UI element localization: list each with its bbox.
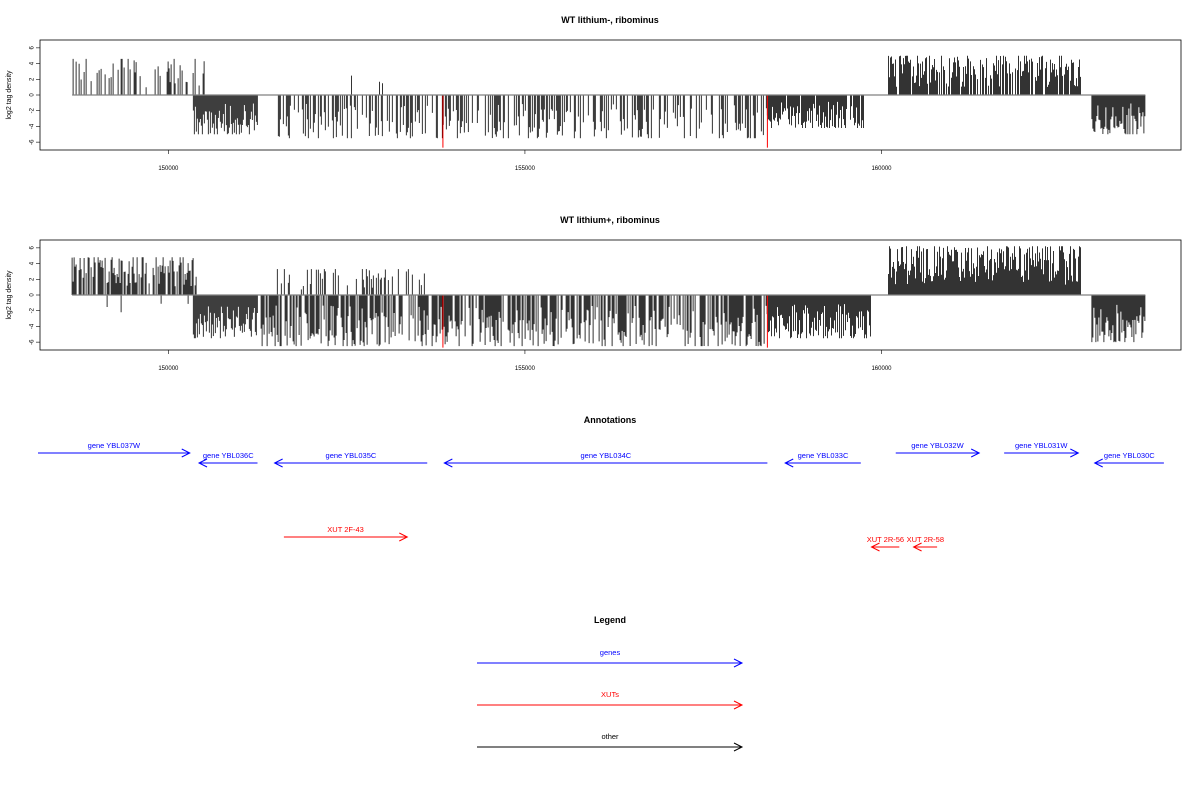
arrow-head	[970, 448, 981, 458]
x-axis: 150000 155000 160000	[158, 150, 892, 172]
annotation-feature: gene YBL033C	[784, 451, 861, 468]
y-tick-label: 0	[30, 93, 36, 97]
y-axis-label: log2 tag density	[6, 270, 13, 320]
annotation-feature: gene YBL035C	[273, 451, 428, 468]
annotation-feature: gene YBL030C	[1093, 451, 1164, 468]
x-tick-label: 150000	[158, 166, 179, 172]
legend-label: XUTs	[601, 690, 619, 699]
legend-title: Legend	[594, 615, 626, 625]
arrow-head	[273, 458, 283, 468]
annotation-feature: XUT 2R-58	[907, 535, 944, 552]
coverage-bars	[72, 55, 1146, 139]
legend-entry: XUTs	[477, 690, 744, 710]
legend: Legend genes XUTs other	[477, 615, 744, 752]
y-tick-label: 4	[30, 61, 36, 65]
arrow-head	[1070, 448, 1080, 458]
y-axis: -6 -4 -2 0 2 4 6	[30, 46, 40, 145]
arrow-head	[197, 458, 208, 468]
feature-label: XUT 2R-58	[907, 535, 944, 544]
arrow-head	[1093, 458, 1103, 468]
chart-title: WT lithium+, ribominus	[560, 215, 660, 225]
arrow-head	[912, 542, 922, 552]
annotation-feature: XUT 2F-43	[283, 525, 409, 542]
y-tick-label: 0	[30, 293, 36, 297]
y-tick-label: -6	[30, 139, 36, 145]
feature-label: XUT 2F-43	[327, 525, 364, 534]
x-tick-label: 155000	[515, 366, 536, 372]
feature-label: gene YBL033C	[798, 451, 849, 460]
chart-panel-lithium-plus: WT lithium+, ribominus log2 tag density …	[6, 215, 1182, 372]
y-tick-label: 2	[30, 277, 36, 281]
legend-entry: other	[477, 732, 744, 752]
x-axis: 150000 155000 160000	[158, 350, 892, 372]
y-tick-label: -6	[30, 339, 36, 345]
arrow-head	[733, 700, 744, 710]
feature-label: gene YBL032W	[911, 441, 964, 450]
y-tick-label: -4	[30, 323, 36, 329]
legend-entries: genes XUTs other	[477, 648, 744, 752]
legend-label: genes	[600, 648, 621, 657]
annotation-feature: gene YBL037W	[38, 441, 191, 458]
marker-lines	[442, 295, 768, 348]
arrow-head	[733, 658, 744, 668]
arrow-head	[733, 742, 744, 752]
annotation-feature: XUT 2R-56	[867, 535, 904, 552]
legend-label: other	[601, 732, 619, 741]
annotation-feature: gene YBL031W	[1004, 441, 1080, 458]
legend-entry: genes	[477, 648, 744, 668]
feature-label: gene YBL037W	[88, 441, 141, 450]
chart-panel-lithium-minus: WT lithium-, ribominus log2 tag density …	[6, 15, 1182, 172]
y-tick-label: -2	[30, 107, 36, 113]
chart-title: WT lithium-, ribominus	[561, 15, 659, 25]
feature-label: gene YBL034C	[580, 451, 631, 460]
marker-lines	[442, 95, 768, 148]
arrow-head	[443, 458, 453, 468]
feature-label: gene YBL030C	[1104, 451, 1155, 460]
coverage-bars	[71, 246, 1146, 347]
x-tick-label: 155000	[515, 166, 536, 172]
annotation-feature: gene YBL034C	[443, 451, 768, 468]
annotation-feature: gene YBL032W	[895, 441, 981, 458]
feature-label: gene YBL035C	[326, 451, 377, 460]
y-tick-label: -2	[30, 307, 36, 313]
y-tick-label: -4	[30, 123, 36, 129]
y-axis-label: log2 tag density	[6, 70, 13, 120]
y-axis: -6 -4 -2 0 2 4 6	[30, 246, 40, 345]
y-tick-label: 6	[30, 46, 36, 50]
feature-label: gene YBL036C	[203, 451, 254, 460]
x-tick-label: 150000	[158, 366, 179, 372]
arrow-head	[181, 448, 191, 458]
x-tick-label: 160000	[871, 366, 892, 372]
y-tick-label: 6	[30, 246, 36, 250]
x-tick-label: 160000	[871, 166, 892, 172]
y-tick-label: 2	[30, 77, 36, 81]
arrow-head	[399, 532, 409, 542]
arrow-head	[784, 458, 794, 468]
arrow-head	[870, 542, 880, 552]
annotations-title: Annotations	[584, 415, 637, 425]
y-tick-label: 4	[30, 261, 36, 265]
annotation-feature: gene YBL036C	[197, 451, 258, 468]
feature-label: gene YBL031W	[1015, 441, 1068, 450]
feature-label: XUT 2R-56	[867, 535, 904, 544]
annotation-features: gene YBL037W gene YBL036C gene YBL035C gene…	[38, 441, 1164, 552]
